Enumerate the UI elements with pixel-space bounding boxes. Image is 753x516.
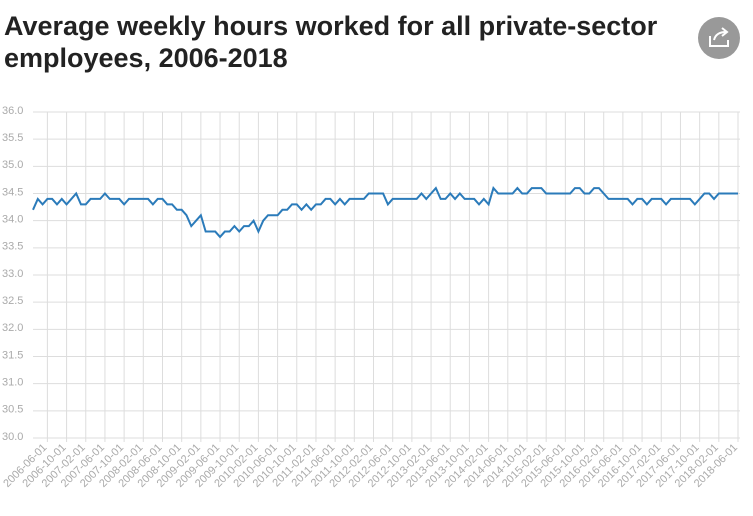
chart-title: Average weekly hours worked for all priv… <box>4 11 658 73</box>
y-tick-label: 33.0 <box>2 268 23 280</box>
y-tick-label: 33.5 <box>2 241 23 253</box>
y-tick-label: 31.0 <box>2 377 23 389</box>
y-tick-label: 34.0 <box>2 214 23 226</box>
share-icon[interactable] <box>709 27 729 47</box>
y-tick-label: 30.5 <box>2 404 23 416</box>
share-circle[interactable] <box>698 17 740 59</box>
y-tick-label: 32.0 <box>2 322 23 334</box>
share-button[interactable] <box>698 17 740 59</box>
y-tick-label: 30.0 <box>2 431 23 443</box>
y-tick-label: 31.5 <box>2 349 23 361</box>
y-tick-label: 36.0 <box>2 105 23 117</box>
y-tick-label: 34.5 <box>2 186 23 198</box>
y-tick-label: 35.5 <box>2 132 23 144</box>
y-tick-label: 32.5 <box>2 295 23 307</box>
y-tick-label: 35.0 <box>2 159 23 171</box>
data-line <box>32 186 738 239</box>
